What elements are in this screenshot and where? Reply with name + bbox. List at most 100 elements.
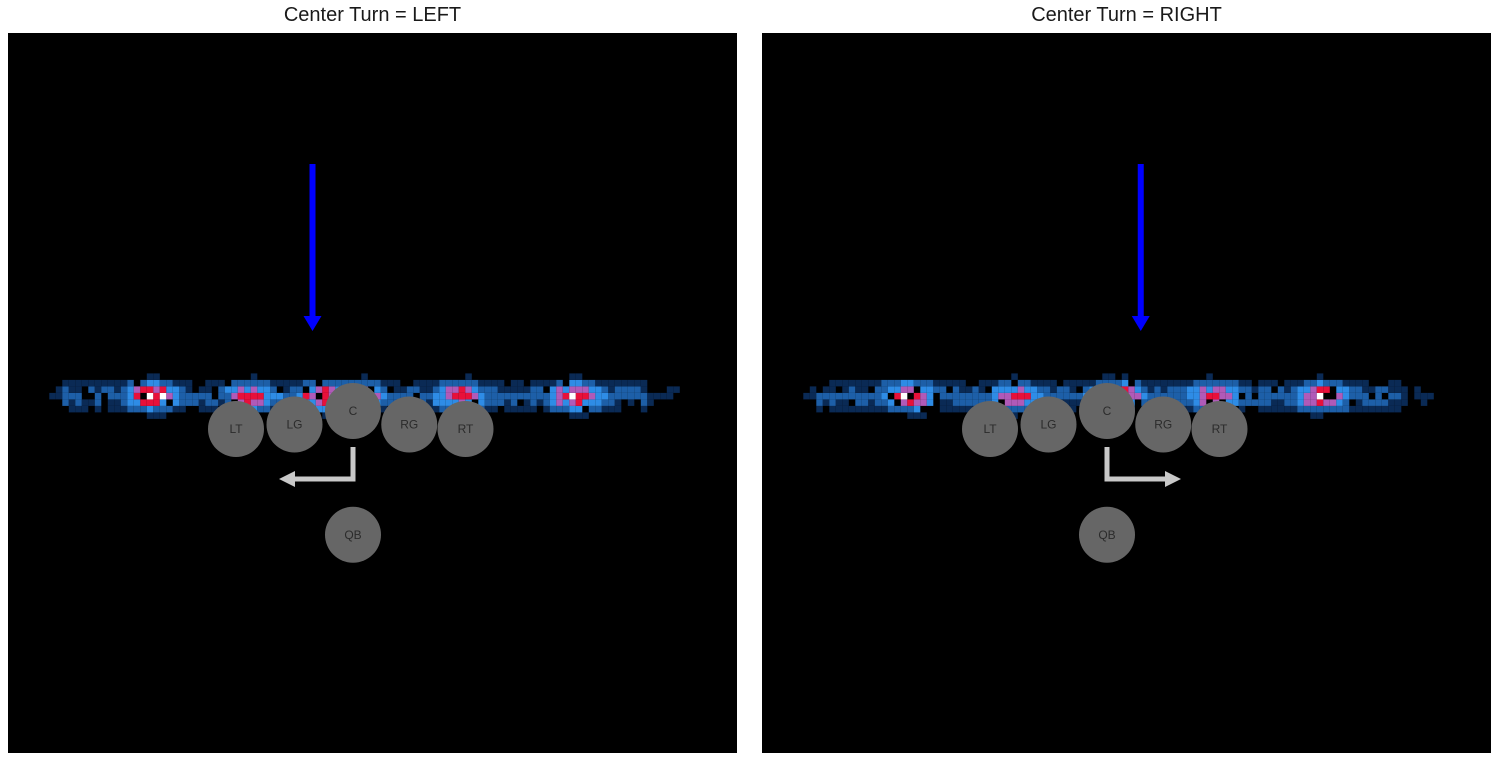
heat-cell [458, 386, 466, 393]
heat-cell [322, 392, 329, 400]
heat-cell [822, 392, 830, 400]
heat-cell [146, 399, 154, 406]
heat-cell [263, 392, 271, 400]
heat-cell [1225, 386, 1233, 393]
heat-cell [153, 399, 160, 406]
heat-cell [900, 379, 908, 387]
heat-cell [861, 405, 869, 413]
heat-cell [835, 399, 843, 406]
heat-cell [562, 392, 570, 400]
heat-cell [205, 392, 212, 400]
heat-cell [309, 392, 316, 400]
heat-cell [868, 405, 875, 413]
heat-cell [1238, 405, 1246, 413]
heat-cell [55, 386, 63, 393]
heat-cell [621, 392, 628, 400]
heat-cell [491, 379, 498, 387]
heat-cell [205, 386, 212, 393]
heat-cell [543, 405, 550, 413]
heat-cell [874, 392, 882, 400]
heat-cell [68, 379, 76, 387]
heat-cell [1180, 379, 1187, 387]
heat-cell [874, 405, 882, 413]
heat-cell [198, 386, 206, 393]
heat-cell [536, 399, 544, 406]
heat-cell [1251, 399, 1259, 406]
heat-cell [419, 392, 427, 400]
heat-cell [959, 379, 966, 387]
heat-cell [166, 386, 173, 393]
heat-cell [1362, 386, 1369, 393]
heat-cell [380, 379, 388, 387]
heat-cell [315, 399, 323, 406]
heat-cell [127, 392, 134, 400]
heat-cell [556, 399, 563, 406]
heat-cell [588, 386, 596, 393]
heat-cell [374, 386, 381, 393]
heat-cell [452, 386, 459, 393]
heat-cell [1154, 392, 1161, 400]
heat-cell [1037, 379, 1044, 387]
heat-cell [601, 392, 609, 400]
turn-arrow-shaft [1104, 447, 1167, 482]
player-label: RT [1212, 422, 1228, 436]
heat-cell [198, 399, 206, 406]
heat-cell [569, 405, 576, 413]
heat-cell [1401, 386, 1408, 393]
player-c: C [1079, 383, 1135, 439]
heat-cell [1050, 392, 1057, 400]
heat-cell [1277, 392, 1285, 400]
heat-cell [471, 386, 479, 393]
heat-cell [913, 399, 921, 406]
heat-cell [426, 399, 433, 406]
heat-cell [1056, 392, 1064, 400]
heat-cell [133, 405, 141, 413]
heat-cell [666, 392, 674, 400]
heat-cell [868, 392, 875, 400]
heat-cell [452, 392, 459, 400]
turn-arrow-head [279, 471, 295, 487]
heat-cell [998, 379, 1005, 387]
heat-cell [835, 405, 843, 413]
heat-cell [146, 405, 154, 413]
heat-cell [510, 405, 518, 413]
heat-cell [1290, 392, 1298, 400]
heat-cell [582, 412, 589, 419]
heat-cell [445, 392, 453, 400]
heat-cell [1238, 386, 1246, 393]
heat-cell [1199, 399, 1207, 406]
player-label: LT [229, 422, 243, 436]
heat-cell [263, 379, 271, 387]
heat-cell [1095, 379, 1103, 387]
heat-cell [1303, 405, 1311, 413]
heat-cell [315, 405, 323, 413]
heat-cell [601, 405, 609, 413]
heat-cell [595, 405, 602, 413]
heat-cell [218, 399, 225, 406]
heat-cell [1219, 386, 1226, 393]
heat-cell [237, 379, 245, 387]
heat-cell [829, 379, 836, 387]
heat-cell [478, 379, 485, 387]
heat-cell [1271, 392, 1278, 400]
heat-cell [855, 405, 862, 413]
heat-cell [140, 379, 147, 387]
heat-cell [1141, 392, 1148, 400]
heat-cell [1427, 392, 1434, 400]
heat-cell [244, 392, 251, 400]
heat-cell [1024, 392, 1031, 400]
heat-cell [1284, 386, 1291, 393]
heat-cell [575, 399, 583, 406]
heat-cell [1030, 379, 1038, 387]
heat-cell [614, 405, 622, 413]
heat-cell [491, 392, 498, 400]
player-circle [1135, 396, 1192, 453]
heat-cell [393, 379, 401, 387]
heat-cell [140, 386, 147, 393]
heat-cell [881, 392, 888, 400]
heat-cell [127, 386, 134, 393]
heat-cell [621, 379, 628, 387]
heat-cell [153, 412, 160, 419]
heat-cell [946, 405, 953, 413]
heat-cell [816, 392, 823, 400]
